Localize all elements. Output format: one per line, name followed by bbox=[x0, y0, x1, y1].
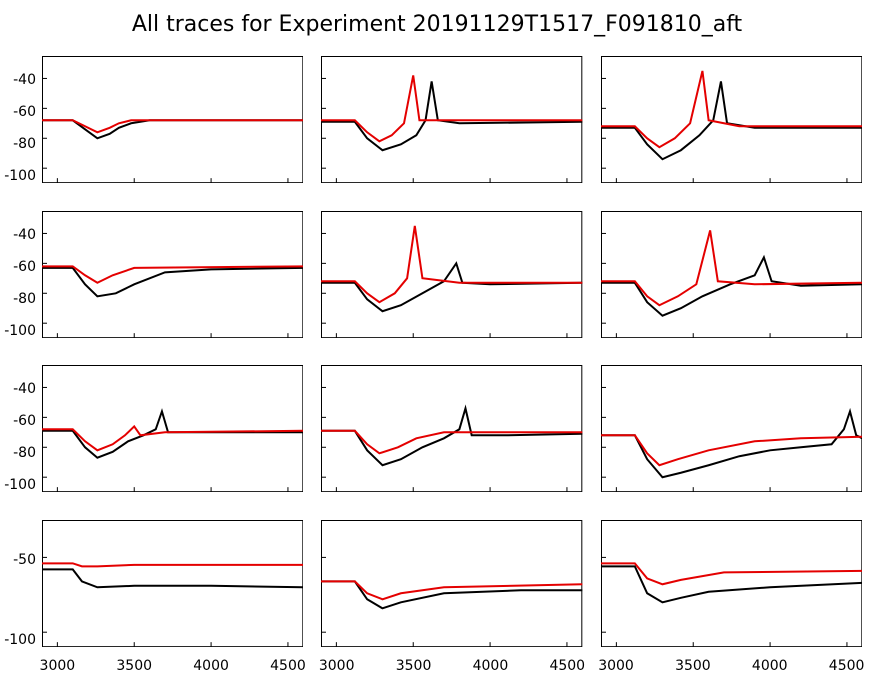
axes-border bbox=[43, 211, 303, 337]
trace-red bbox=[601, 435, 862, 465]
subplot bbox=[321, 365, 582, 502]
x-tick-label: 3500 bbox=[675, 658, 711, 674]
trace-red bbox=[42, 426, 303, 450]
plot-area bbox=[42, 56, 303, 183]
y-tick-label: -100 bbox=[4, 168, 36, 184]
axes-border bbox=[322, 520, 582, 646]
subplot bbox=[601, 211, 862, 348]
plot-area bbox=[601, 56, 862, 183]
plot-area bbox=[42, 211, 303, 338]
axes-border bbox=[322, 366, 582, 492]
plot-area bbox=[42, 365, 303, 492]
y-tick-label: -50 bbox=[13, 552, 36, 568]
y-tick-label: -40 bbox=[13, 381, 36, 397]
subplot bbox=[601, 56, 862, 193]
x-tick-label: 3500 bbox=[116, 658, 152, 674]
axes-border bbox=[322, 211, 582, 337]
y-tick-label: -60 bbox=[13, 259, 36, 275]
y-tick-label: -40 bbox=[13, 227, 36, 243]
x-tick-label: 4500 bbox=[549, 658, 585, 674]
trace-black bbox=[42, 569, 303, 587]
trace-red bbox=[42, 563, 303, 566]
subplot: 3000350040004500 bbox=[321, 520, 582, 657]
x-tick-label: 3000 bbox=[319, 658, 355, 674]
subplot bbox=[321, 211, 582, 348]
plot-area bbox=[321, 56, 582, 183]
trace-black bbox=[321, 81, 582, 150]
y-tick-labels: -40 -60 -80 -100 bbox=[0, 211, 39, 348]
subplot: -40-60-80-100 bbox=[42, 365, 303, 502]
subplot-grid: -40-60-80-100 -40-60-80-100 -40-60-80-100 -… bbox=[42, 56, 862, 656]
axes-border bbox=[601, 57, 861, 183]
trace-black bbox=[42, 411, 303, 457]
y-tick-label: -80 bbox=[13, 291, 36, 307]
y-tick-labels: -50 -100 bbox=[0, 520, 39, 657]
x-tick-label: 4500 bbox=[829, 658, 865, 674]
axes-border bbox=[43, 366, 303, 492]
plot-area bbox=[601, 211, 862, 338]
subplot: 3000350040004500 bbox=[601, 520, 862, 657]
subplot: -40-60-80-100 bbox=[42, 211, 303, 348]
y-tick-label: -100 bbox=[4, 477, 36, 493]
x-tick-labels: 3000 3500 4000 4500 bbox=[321, 658, 582, 678]
trace-black bbox=[601, 81, 862, 159]
x-tick-label: 3500 bbox=[396, 658, 432, 674]
y-tick-label: -60 bbox=[13, 104, 36, 120]
axes-border bbox=[601, 211, 861, 337]
trace-black bbox=[42, 120, 303, 138]
y-tick-label: -100 bbox=[4, 632, 36, 648]
x-tick-label: 3000 bbox=[598, 658, 634, 674]
figure-title: All traces for Experiment 20191129T1517_… bbox=[0, 12, 874, 37]
x-tick-label: 3000 bbox=[40, 658, 76, 674]
axes-border bbox=[601, 520, 861, 646]
x-tick-label: 4000 bbox=[193, 658, 229, 674]
y-tick-label: -80 bbox=[13, 136, 36, 152]
plot-area bbox=[601, 365, 862, 492]
x-tick-labels: 3000 3500 4000 4500 bbox=[601, 658, 862, 678]
y-tick-label: -60 bbox=[13, 413, 36, 429]
x-tick-label: 4000 bbox=[473, 658, 509, 674]
trace-red bbox=[601, 230, 862, 305]
trace-red bbox=[321, 75, 582, 141]
y-tick-labels: -40 -60 -80 -100 bbox=[0, 56, 39, 193]
subplot: -50-1003000350040004500 bbox=[42, 520, 303, 657]
plot-area bbox=[321, 211, 582, 338]
plot-area bbox=[321, 520, 582, 647]
y-tick-label: -100 bbox=[4, 323, 36, 339]
x-tick-label: 4000 bbox=[752, 658, 788, 674]
y-tick-labels: -40 -60 -80 -100 bbox=[0, 365, 39, 502]
axes-border bbox=[43, 520, 303, 646]
y-tick-label: -40 bbox=[13, 72, 36, 88]
axes-border bbox=[601, 366, 861, 492]
plot-area bbox=[42, 520, 303, 647]
plot-area bbox=[601, 520, 862, 647]
plot-area bbox=[321, 365, 582, 492]
x-tick-labels: 3000 3500 4000 4500 bbox=[42, 658, 303, 678]
y-tick-label: -80 bbox=[13, 445, 36, 461]
subplot bbox=[321, 56, 582, 193]
trace-red bbox=[601, 563, 862, 584]
subplot bbox=[601, 365, 862, 502]
figure: All traces for Experiment 20191129T1517_… bbox=[0, 0, 874, 656]
x-tick-label: 4500 bbox=[270, 658, 306, 674]
subplot: -40-60-80-100 bbox=[42, 56, 303, 193]
